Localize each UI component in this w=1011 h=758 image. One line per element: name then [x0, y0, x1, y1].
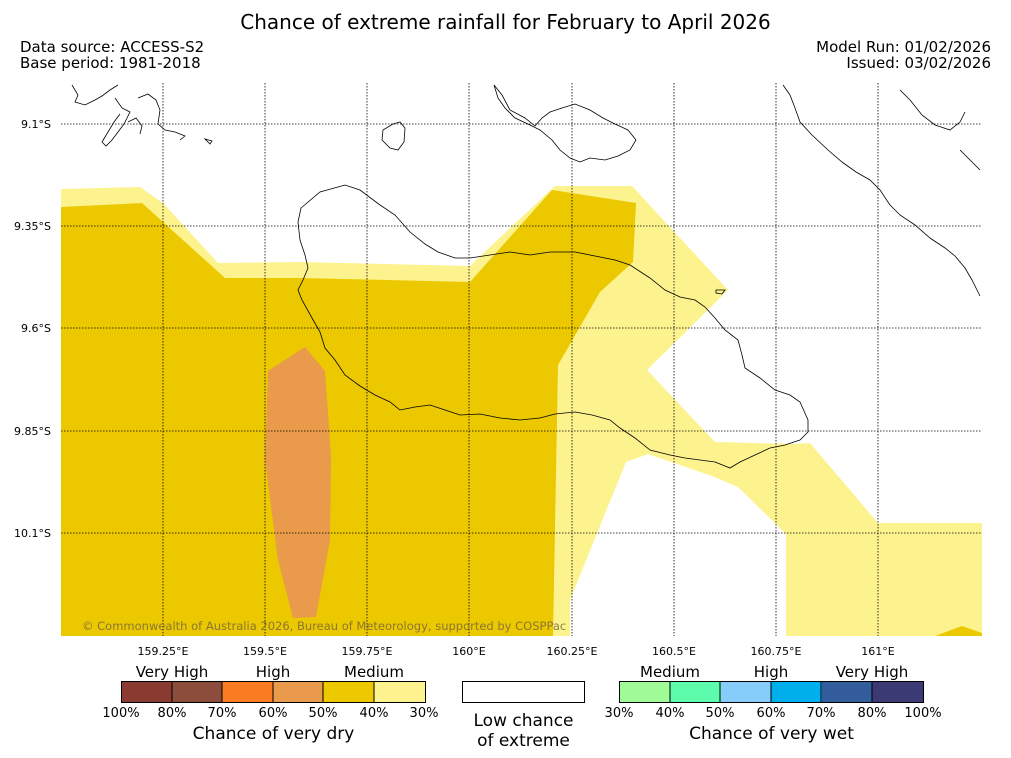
lon-label: 159.25°E — [137, 645, 189, 658]
lon-label: 160.5°E — [652, 645, 696, 658]
low-chance-label-line1: Low chance — [473, 711, 574, 731]
lon-label: 160°E — [452, 645, 486, 658]
low-chance-swatch — [462, 681, 585, 703]
dry-swatch — [323, 682, 374, 702]
data-source: Data source: ACCESS-S2 — [20, 38, 205, 56]
data-info: Data source: ACCESS-S2 Base period: 1981… — [20, 39, 204, 71]
copyright-notice: © Commonwealth of Australia 2026, Bureau… — [82, 619, 567, 633]
dry-tick: 80% — [157, 706, 187, 721]
dry-tick: 40% — [359, 706, 389, 721]
issued-date: Issued: 03/02/2026 — [846, 54, 991, 72]
wet-swatch — [822, 682, 873, 702]
dry-category-high: High — [255, 663, 291, 681]
lat-label: 9.85°S — [14, 425, 51, 438]
wet-tick: 60% — [756, 706, 786, 721]
lon-label: 159.5°E — [243, 645, 287, 658]
wet-tick: 40% — [655, 706, 685, 721]
wet-category-very-high: Very High — [835, 663, 909, 681]
zone-dry-40-50 — [61, 190, 636, 636]
dry-colorbar-dividers — [171, 681, 375, 703]
dry-swatch — [172, 682, 223, 702]
lat-label: 9.6°S — [21, 322, 51, 335]
graticule — [61, 83, 982, 636]
wet-category-high: High — [753, 663, 789, 681]
wet-swatch — [872, 682, 923, 702]
wet-swatch — [721, 682, 772, 702]
dry-legend-title: Chance of very dry — [192, 724, 355, 744]
lat-label: 9.35°S — [14, 220, 51, 233]
zone-dry-40-50-corner — [935, 626, 982, 636]
lon-label: 161°E — [861, 645, 895, 658]
dry-tick: 100% — [102, 706, 140, 721]
main-island-coast — [297, 184, 809, 469]
low-chance-label-line2: of extreme — [477, 731, 570, 751]
dry-category-very-high: Very High — [135, 663, 209, 681]
lat-label: 9.1°S — [21, 118, 51, 131]
small-islet-coast — [715, 289, 726, 295]
northeast-islands-coast — [493, 84, 637, 163]
wet-tick: 30% — [604, 706, 634, 721]
model-run: Model Run: 01/02/2026 — [816, 38, 991, 56]
lon-label: 160.75°E — [750, 645, 802, 658]
lon-label: 159.75°E — [341, 645, 393, 658]
wet-tick: 50% — [705, 706, 735, 721]
dry-tick: 60% — [258, 706, 288, 721]
wet-swatch — [771, 682, 822, 702]
dry-swatch — [273, 682, 324, 702]
east-coast — [782, 84, 981, 297]
small-island-coast — [381, 121, 406, 151]
wet-tick: 70% — [806, 706, 836, 721]
map-title: Chance of extreme rainfall for February … — [240, 10, 771, 34]
wet-swatch — [620, 682, 671, 702]
wet-swatch — [670, 682, 721, 702]
wet-category-medium: Medium — [640, 663, 700, 681]
dry-swatch — [222, 682, 273, 702]
dry-swatch — [122, 682, 173, 702]
dry-tick: 50% — [308, 706, 338, 721]
coastlines — [71, 84, 981, 469]
wet-colorbar-dividers — [669, 681, 873, 703]
wet-legend-title: Chance of very wet — [689, 724, 854, 744]
lon-label: 160.25°E — [546, 645, 598, 658]
wet-tick: 80% — [857, 706, 887, 721]
wet-tick: 100% — [904, 706, 942, 721]
dry-category-medium: Medium — [344, 663, 404, 681]
dry-tick: 70% — [207, 706, 237, 721]
dry-swatch — [374, 682, 425, 702]
dry-tick: 30% — [409, 706, 439, 721]
zone-dry-50-60 — [265, 347, 331, 618]
base-period: Base period: 1981-2018 — [20, 54, 201, 72]
run-info: Model Run: 01/02/2026 Issued: 03/02/2026 — [816, 39, 991, 71]
lat-label: 10.1°S — [14, 527, 51, 540]
